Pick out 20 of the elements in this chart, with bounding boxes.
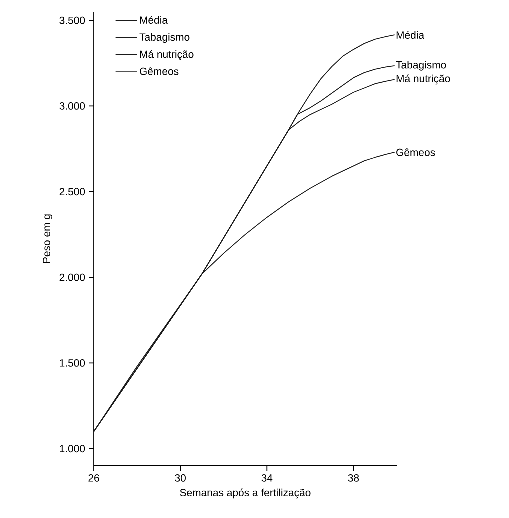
y-tick-label: 3.500 xyxy=(60,16,86,24)
y-axis-title: Peso em g xyxy=(43,214,52,264)
text: Média xyxy=(396,31,425,40)
y-tick-label: 2.500 xyxy=(60,188,86,196)
y-tick-label: 3.000 xyxy=(60,102,86,110)
legend-label: Tabagismo xyxy=(140,33,190,44)
y-tick-label: 2.000 xyxy=(60,274,86,282)
x-tick-label: 34 xyxy=(262,474,273,482)
x-tick-label: 26 xyxy=(88,474,100,482)
text: Gêmeos xyxy=(396,148,436,156)
legend-label: Gêmeos xyxy=(140,68,179,76)
y-tick-label: 1.000 xyxy=(60,445,86,453)
y-tick-label: 1.500 xyxy=(60,360,86,367)
x-tick-label: 38 xyxy=(348,474,360,482)
legend-label: Má nutrição xyxy=(140,50,194,60)
x-tick-label: 30 xyxy=(175,474,186,482)
text: Tabagismo xyxy=(396,61,446,71)
x-axis-title: Semanas após a fertilização xyxy=(180,488,311,499)
text: Má nutrição xyxy=(396,74,450,85)
legend-label: Média xyxy=(140,16,168,24)
